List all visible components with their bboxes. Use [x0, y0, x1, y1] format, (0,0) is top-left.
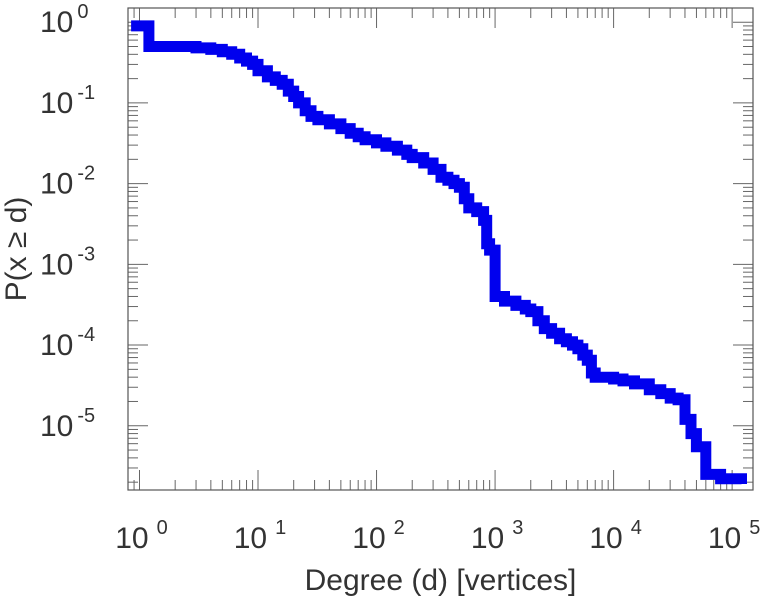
y-axis-label: P(x ≥ d) — [0, 197, 33, 302]
x-axis-label: Degree (d) [vertices] — [305, 564, 577, 597]
series-layer — [131, 20, 747, 485]
x-tick-label: 10 5 — [708, 517, 761, 555]
x-tick-labels: 10 0 10 1 10 2 10 3 10 4 10 5 — [115, 517, 760, 555]
y-tick-label: 10 -3 — [40, 243, 95, 281]
y-tick-label: 10 0 — [40, 1, 89, 39]
y-tick-label: 10 -1 — [40, 82, 95, 120]
x-tick-label: 10 1 — [234, 517, 287, 555]
plot-frame — [127, 7, 754, 491]
x-tick-label: 10 0 — [115, 517, 168, 555]
y-tick-label: 10 -5 — [40, 405, 95, 443]
x-tick-label: 10 3 — [471, 517, 523, 555]
x-tick-label: 10 4 — [589, 517, 642, 555]
minor-ticks — [127, 8, 753, 490]
y-tick-label: 10 -2 — [40, 163, 95, 201]
x-tick-label: 10 2 — [352, 517, 405, 555]
series-line-0 — [131, 20, 747, 485]
y-tick-label: 10 -4 — [40, 324, 95, 362]
major-ticks — [128, 8, 753, 490]
